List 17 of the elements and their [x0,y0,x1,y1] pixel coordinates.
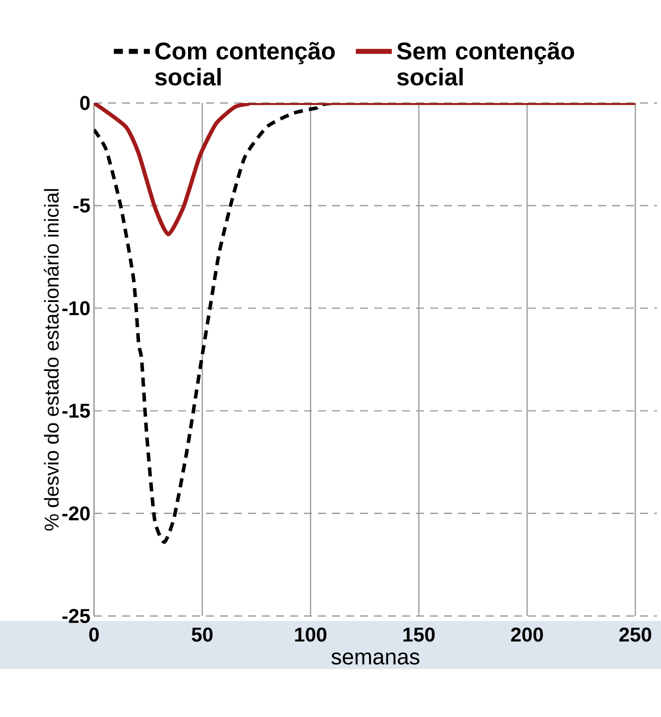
legend-label: Com contenção social [155,42,335,86]
y-tick-label: -15 [62,404,90,418]
y-tick-label: 0 [80,96,90,110]
y-tick-label: -20 [62,506,90,520]
x-tick-label: 250 [619,628,652,642]
x-tick-label: 100 [295,628,326,642]
line-series [94,102,638,236]
x-tick-label: 150 [403,628,435,642]
y-tick-label: -5 [73,198,90,213]
x-tick-label: 0 [89,628,99,642]
x-axis-title: semanas [331,652,420,665]
x-tick-label: 200 [511,628,543,642]
y-axis-title: % desvio do estado estacionário inicial [44,189,59,531]
y-tick-label: -10 [62,301,90,316]
legend-label: Sem contenção social [397,42,574,86]
x-tick-label: 50 [192,628,213,642]
y-tick-label: -25 [62,608,90,624]
